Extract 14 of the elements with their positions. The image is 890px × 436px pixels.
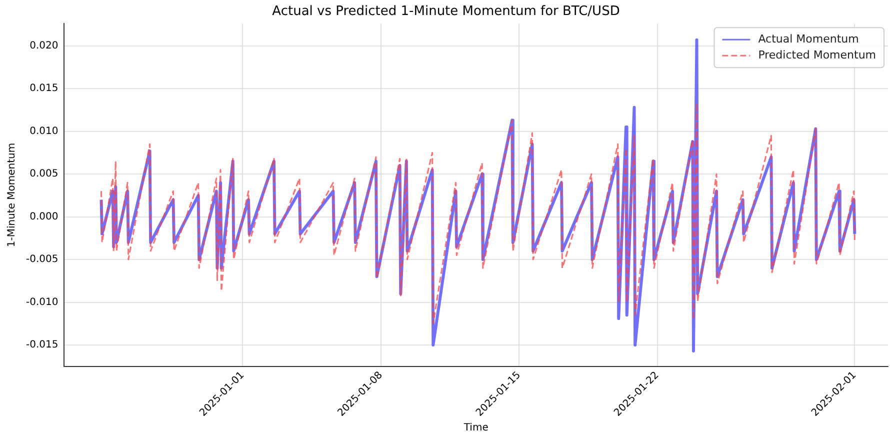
y-tick-label: -0.015 — [26, 340, 58, 351]
legend-label: Predicted Momentum — [758, 48, 876, 62]
y-tick-label: -0.005 — [26, 254, 58, 266]
y-tick-label: 0.015 — [30, 83, 58, 94]
line-series — [100, 102, 856, 324]
y-axis-title: 1-Minute Momentum — [6, 142, 18, 248]
legend-label: Actual Momentum — [758, 32, 859, 46]
y-tick-label: 0.020 — [30, 40, 58, 52]
y-tick-label: 0.005 — [30, 168, 58, 180]
x-axis-title: Time — [462, 422, 488, 434]
y-tick-label: 0.000 — [30, 211, 58, 222]
chart-title: Actual vs Predicted 1-Minute Momentum for BTC/USD — [272, 4, 620, 20]
y-tick-label: -0.010 — [26, 296, 58, 308]
y-tick-label: 0.010 — [30, 126, 58, 137]
